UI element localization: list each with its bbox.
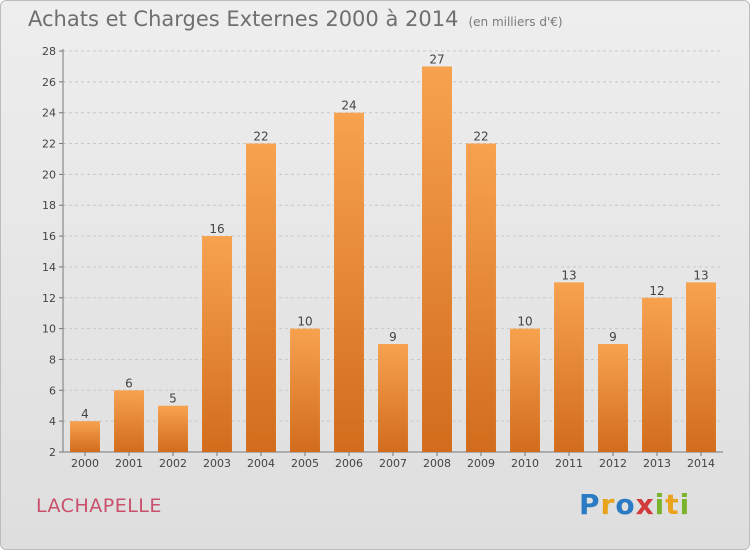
chart-subtitle: (en milliers d'€) xyxy=(468,15,563,29)
bar xyxy=(290,328,320,452)
y-tick-label: 14 xyxy=(42,261,56,274)
x-tick-label: 2001 xyxy=(115,457,143,470)
proxiti-logo[interactable]: Proxiti xyxy=(579,488,690,521)
bar xyxy=(246,143,276,453)
bar xyxy=(466,143,496,453)
bar xyxy=(422,66,452,452)
logo-letter: x xyxy=(635,488,655,521)
y-tick-label: 6 xyxy=(49,384,56,397)
x-tick-label: 2013 xyxy=(643,457,671,470)
y-tick-label: 12 xyxy=(42,292,56,305)
x-tick-label: 2011 xyxy=(555,457,583,470)
bar xyxy=(378,344,408,452)
bar xyxy=(70,421,100,452)
chart-title: Achats et Charges Externes 2000 à 2014 (e… xyxy=(28,7,563,31)
y-tick-label: 28 xyxy=(42,45,56,58)
x-tick-label: 2000 xyxy=(71,457,99,470)
bar xyxy=(114,390,144,452)
bar-value-label: 9 xyxy=(609,330,617,344)
bar-value-label: 10 xyxy=(517,315,532,329)
labels: 2468101214161820222426284200062001520021… xyxy=(42,45,715,470)
x-tick-label: 2012 xyxy=(599,457,627,470)
logo-letter: t xyxy=(665,488,680,521)
x-tick-label: 2006 xyxy=(335,457,363,470)
x-tick-label: 2008 xyxy=(423,457,451,470)
logo-letter: i xyxy=(679,488,691,521)
x-tick-label: 2009 xyxy=(467,457,495,470)
bar-value-label: 12 xyxy=(649,284,664,298)
x-tick-label: 2014 xyxy=(687,457,715,470)
logo-letter: P xyxy=(579,488,601,521)
y-tick-label: 18 xyxy=(42,199,56,212)
x-tick-label: 2007 xyxy=(379,457,407,470)
x-tick-label: 2003 xyxy=(203,457,231,470)
bar xyxy=(202,236,232,452)
y-tick-label: 24 xyxy=(42,107,56,120)
y-tick-label: 10 xyxy=(42,323,56,336)
bar-value-label: 9 xyxy=(389,330,397,344)
bar xyxy=(642,297,672,452)
bar xyxy=(158,405,188,452)
bars xyxy=(70,66,716,453)
bar-value-label: 13 xyxy=(561,268,576,282)
bar-value-label: 16 xyxy=(209,222,224,236)
bar-value-label: 4 xyxy=(81,407,89,421)
bar-value-label: 24 xyxy=(341,99,356,113)
bar-value-label: 22 xyxy=(253,130,268,144)
y-tick-label: 8 xyxy=(49,353,56,366)
x-tick-label: 2005 xyxy=(291,457,319,470)
bar-value-label: 10 xyxy=(297,315,312,329)
logo-letter: o xyxy=(615,488,636,521)
bar xyxy=(598,344,628,452)
bar xyxy=(686,282,716,452)
logo-letter: r xyxy=(600,488,616,521)
x-tick-label: 2002 xyxy=(159,457,187,470)
x-tick-label: 2010 xyxy=(511,457,539,470)
bar-value-label: 22 xyxy=(473,130,488,144)
bar-value-label: 6 xyxy=(125,376,133,390)
bar-value-label: 5 xyxy=(169,392,177,406)
x-tick-label: 2004 xyxy=(247,457,275,470)
y-tick-label: 20 xyxy=(42,168,56,181)
bar-value-label: 27 xyxy=(429,52,444,66)
y-tick-label: 16 xyxy=(42,230,56,243)
bar xyxy=(554,282,584,452)
bar xyxy=(334,112,364,452)
bar-value-label: 13 xyxy=(693,268,708,282)
y-tick-label: 4 xyxy=(49,415,56,428)
y-tick-label: 2 xyxy=(49,446,56,459)
chart-title-text: Achats et Charges Externes 2000 à 2014 xyxy=(28,7,459,31)
y-tick-label: 26 xyxy=(42,76,56,89)
y-tick-label: 22 xyxy=(42,138,56,151)
commune-name: LACHAPELLE xyxy=(36,495,162,517)
logo-letter: i xyxy=(654,488,666,521)
bar xyxy=(510,328,540,452)
